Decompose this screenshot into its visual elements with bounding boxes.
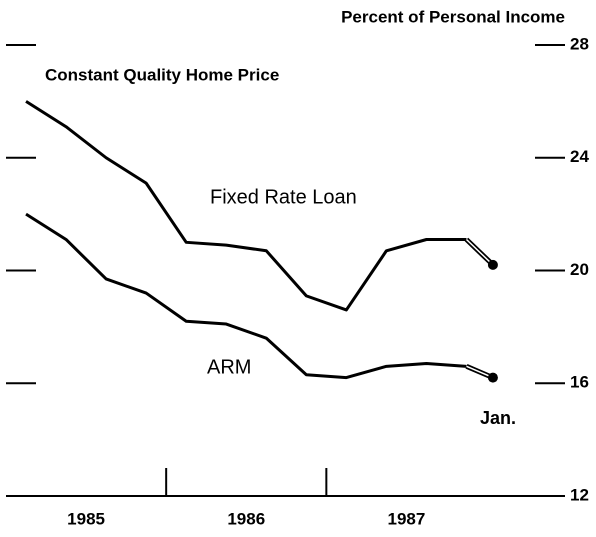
annotation: Constant Quality Home Price <box>45 65 279 84</box>
y2-tick-label: 16 <box>570 373 589 392</box>
point <box>487 372 498 383</box>
annotation: Jan. <box>480 408 516 428</box>
y2-tick-label: 12 <box>570 485 589 504</box>
y2-tick-label: 24 <box>570 147 589 166</box>
annotation: Fixed Rate Loan <box>210 186 357 208</box>
y2-tick-label: 20 <box>570 260 589 279</box>
annotation: ARM <box>207 356 251 378</box>
estimate-line-inner <box>465 238 494 266</box>
x-tick-label: 1986 <box>227 509 265 528</box>
y2-tick-label: 28 <box>570 34 589 53</box>
line <box>25 212 467 380</box>
line <box>25 100 467 312</box>
chart-title: Percent of Personal Income <box>341 7 565 26</box>
x-tick-label: 1985 <box>67 509 105 528</box>
point <box>487 259 498 270</box>
x-tick-label: 1987 <box>388 509 426 528</box>
